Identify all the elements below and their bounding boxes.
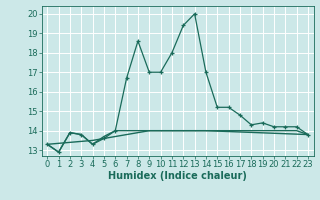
X-axis label: Humidex (Indice chaleur): Humidex (Indice chaleur) xyxy=(108,171,247,181)
